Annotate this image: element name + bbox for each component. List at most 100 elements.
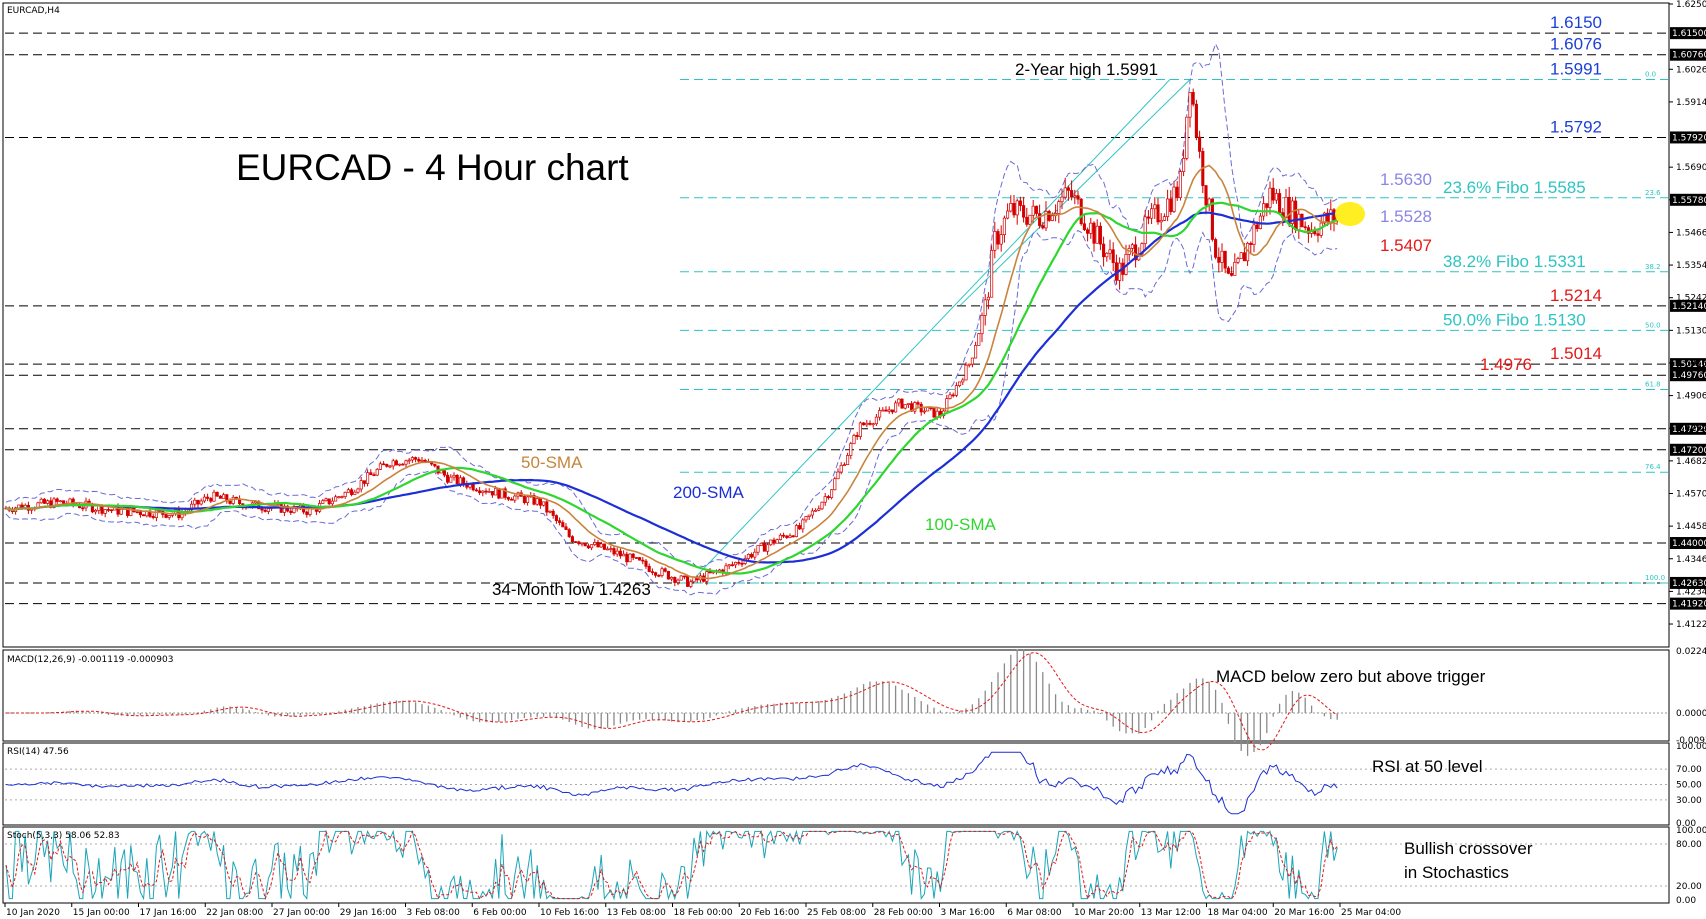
level-label-2: 1.5792	[1550, 117, 1602, 136]
macd-ytick-1: 0.000000	[1676, 709, 1706, 719]
level-tag-8	[1670, 537, 1706, 550]
candle-body	[900, 398, 904, 409]
candle-body	[334, 496, 338, 502]
level-tag-text-8: 1.44000	[1672, 539, 1706, 549]
candle-body	[471, 483, 475, 491]
candle-body	[110, 509, 114, 512]
candle-body	[887, 409, 891, 412]
candle-body	[881, 409, 885, 412]
candle-body	[570, 536, 574, 542]
candle-body	[46, 500, 50, 504]
stoch-ytick-1: 80.00	[1676, 840, 1702, 850]
candle-body	[1057, 201, 1061, 214]
candle-body	[890, 409, 894, 413]
ytick-label-6: 1.53540	[1676, 261, 1706, 271]
candle-body	[1102, 243, 1106, 258]
candle-body	[1063, 187, 1067, 198]
candle-body	[266, 508, 270, 512]
xtick-label-9: 13 Feb 08:00	[607, 908, 666, 918]
candle-body	[330, 500, 334, 505]
candle-body	[289, 510, 293, 513]
fibo-tag-5: 76.4	[1645, 463, 1661, 471]
candle-body	[926, 407, 930, 412]
level-tag-text-0: 1.61500	[1672, 29, 1706, 39]
candle-body	[321, 500, 325, 504]
low-annotation: 34-Month low 1.4263	[492, 580, 651, 599]
rsi-note: RSI at 50 level	[1372, 757, 1483, 776]
candle-body	[1217, 256, 1221, 263]
time-axis: 10 Jan 2020 15 Jan 00:00 17 Jan 16:00 22 Ja…	[4, 903, 1401, 918]
candle-body	[385, 463, 389, 467]
candle-body	[42, 498, 46, 504]
candle-body	[487, 491, 491, 493]
candle-body	[996, 231, 1000, 245]
candle-body	[977, 333, 981, 346]
candle-body	[535, 498, 539, 505]
candle-body	[526, 496, 530, 503]
macd-panel	[2, 649, 1670, 742]
candle-body	[458, 477, 462, 485]
candle-body	[554, 515, 558, 522]
level-labels: 1.6150 1.6076 1.5792 1.5214 1.5014 1.4976 1.59…	[1443, 13, 1602, 374]
candle-body	[62, 500, 66, 504]
candle-body	[740, 562, 744, 565]
candle-body	[305, 511, 309, 515]
candle-body	[606, 548, 610, 551]
candle-body	[154, 509, 158, 518]
stoch-series: 100.00 80.00 20.00 0.00	[5, 826, 1706, 906]
candle-body	[202, 496, 206, 502]
candle-body	[644, 560, 648, 567]
candle-body	[663, 568, 667, 572]
candle-body	[1156, 204, 1160, 223]
candle-body	[660, 568, 664, 576]
candle-body	[1095, 225, 1099, 244]
candle-body	[894, 402, 898, 413]
candle-body	[503, 488, 507, 498]
level-label-1: 1.6076	[1550, 35, 1602, 54]
candle-body	[1070, 190, 1074, 198]
candle-body	[1086, 229, 1090, 234]
level-tag-5	[1670, 369, 1706, 382]
candle-body	[1012, 203, 1016, 216]
candle-body	[958, 381, 962, 387]
candle-body	[410, 457, 414, 461]
candle-body	[897, 398, 901, 404]
candle-body	[782, 534, 786, 537]
candle-body	[814, 509, 818, 512]
candle-body	[398, 463, 402, 466]
current-price-tag-text: 1.55780	[1672, 196, 1706, 206]
candle-body	[532, 495, 536, 505]
candle-body	[1185, 116, 1189, 159]
rsi-header: RSI(14) 47.56	[7, 747, 69, 757]
symbol-label: EURCAD,H4	[7, 6, 60, 16]
bollinger-bands	[5, 42, 1338, 596]
candle-body	[788, 535, 792, 538]
marker-labels: 1.5630 1.5528 1.5407	[1380, 170, 1432, 255]
candle-body	[670, 577, 674, 580]
candle-body	[1255, 224, 1259, 229]
candle-body	[542, 501, 546, 506]
candle-body	[826, 496, 830, 498]
candle-body	[375, 469, 379, 476]
candle-body	[1130, 244, 1134, 249]
candle-body	[1034, 205, 1038, 214]
candle-body	[1009, 203, 1013, 212]
candle-body	[1268, 187, 1272, 208]
rsi-ytick-3: 30.00	[1676, 796, 1702, 806]
candle-body	[369, 472, 373, 476]
candle-body	[94, 509, 98, 513]
candle-body	[206, 496, 210, 499]
xtick-label-5: 29 Jan 16:00	[340, 908, 397, 918]
candle-body	[1278, 193, 1282, 213]
candle-body	[1047, 211, 1051, 221]
candle-body	[932, 407, 936, 418]
candle-body	[39, 498, 43, 504]
candle-body	[442, 470, 446, 476]
candle-body	[1249, 242, 1253, 245]
candle-body	[689, 581, 693, 587]
candle-body	[993, 231, 997, 251]
ytick-label-16: 1.42340	[1676, 587, 1706, 597]
xtick-label-11: 20 Feb 16:00	[740, 908, 799, 918]
candle-body	[378, 463, 382, 470]
